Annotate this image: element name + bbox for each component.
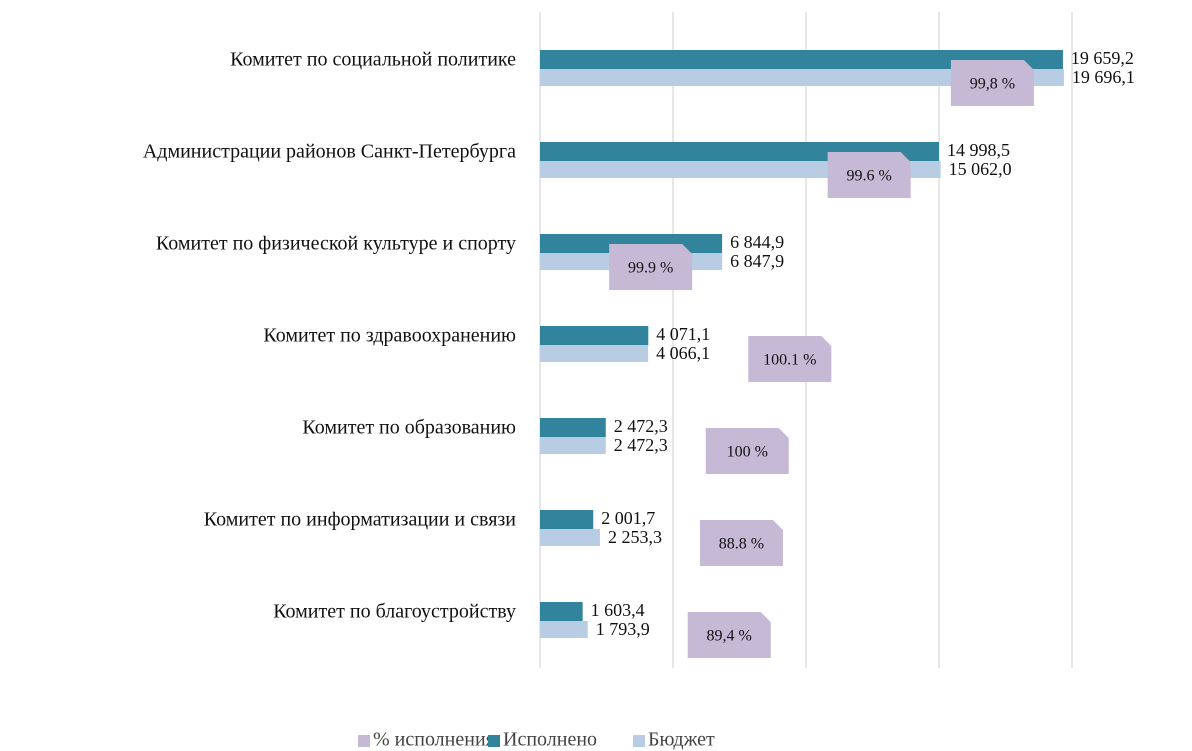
percent-label: 100 % — [727, 444, 768, 461]
percent-label: 99.9 % — [628, 260, 673, 277]
value-label: 19 696,1 — [1072, 67, 1135, 87]
value-label: 2 472,3 — [614, 435, 668, 455]
percent-box — [950, 60, 1034, 106]
value-label: 2 472,3 — [614, 416, 668, 436]
value-label: 14 998,5 — [947, 140, 1010, 160]
value-label: 6 847,9 — [730, 251, 784, 271]
percent-box — [687, 612, 771, 658]
bar — [540, 418, 606, 437]
value-label: 2 253,3 — [608, 527, 662, 547]
category-label: Администрации районов Санкт-Петербурга — [143, 141, 516, 163]
legend-swatch — [633, 735, 645, 747]
legend-label: Исполнено — [503, 729, 597, 751]
category-label: Комитет по информатизации и связи — [204, 509, 517, 531]
percent-box — [705, 428, 789, 474]
bar — [540, 602, 583, 621]
percent-label: 100.1 % — [763, 352, 816, 369]
percent-box — [699, 520, 783, 566]
value-label: 6 844,9 — [730, 232, 784, 252]
category-label: Комитет по социальной политике — [230, 49, 516, 71]
category-label: Комитет по благоустройству — [273, 601, 516, 623]
value-label: 4 066,1 — [656, 343, 710, 363]
bar — [540, 345, 649, 362]
legend-swatch — [488, 735, 500, 747]
percent-box — [609, 244, 693, 290]
category-label: Комитет по физической культуре и спорту — [156, 233, 516, 255]
legend-label: % исполнения — [373, 729, 495, 751]
value-label: 1 603,4 — [591, 600, 645, 620]
bar — [540, 50, 1063, 69]
value-label: 4 071,1 — [656, 324, 710, 344]
value-label: 15 062,0 — [949, 159, 1012, 179]
percent-label: 88.8 % — [719, 536, 764, 553]
category-label: Комитет по здравоохранению — [263, 325, 516, 347]
bar — [540, 69, 1064, 86]
category-label: Комитет по образованию — [302, 417, 516, 439]
legend-label: Бюджет — [648, 729, 715, 751]
bar — [540, 326, 649, 345]
bar — [540, 621, 588, 638]
value-label: 19 659,2 — [1071, 48, 1134, 68]
value-label: 1 793,9 — [596, 619, 650, 639]
percent-label: 99.6 % — [846, 168, 891, 185]
percent-box — [827, 152, 911, 198]
value-label: 2 001,7 — [601, 508, 655, 528]
legend-swatch — [358, 735, 370, 747]
percent-label: 89,4 % — [707, 628, 752, 645]
percent-box — [748, 336, 832, 382]
bar — [540, 437, 606, 454]
percent-label: 99,8 % — [970, 76, 1015, 93]
bar — [540, 529, 600, 546]
bar — [540, 510, 594, 529]
